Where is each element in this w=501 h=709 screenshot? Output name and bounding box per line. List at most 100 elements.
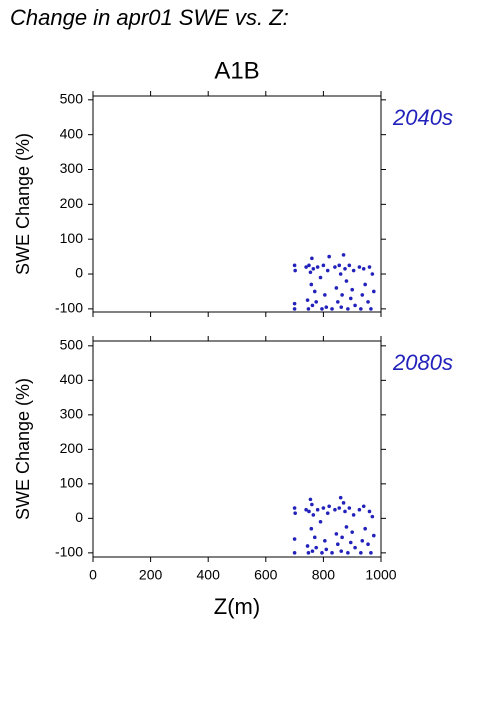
point [334, 286, 339, 290]
point [340, 293, 344, 297]
point [369, 307, 373, 311]
point [370, 272, 375, 276]
point [315, 265, 320, 269]
y-tick-label: 400 [60, 125, 84, 141]
point [369, 551, 373, 555]
point [343, 267, 347, 271]
y-tick-label: 500 [60, 337, 84, 353]
y-tick-label: 200 [60, 440, 84, 456]
point [366, 300, 370, 304]
point [310, 502, 314, 507]
point [353, 545, 357, 550]
point [315, 507, 320, 512]
point [330, 307, 334, 311]
panel-label: 2080s [392, 350, 453, 375]
point [361, 504, 366, 509]
point [304, 265, 308, 269]
point [305, 544, 310, 548]
point [363, 282, 367, 287]
x-tick-label: 200 [139, 567, 163, 583]
y-axis-label: SWE Change (%) [13, 133, 33, 275]
point [306, 307, 311, 311]
point [325, 511, 330, 515]
plot-frame [92, 95, 382, 313]
panel-label: 2040s [392, 105, 453, 130]
point [333, 507, 337, 512]
point [370, 514, 375, 519]
point [372, 289, 376, 294]
point [318, 520, 323, 524]
point [330, 551, 334, 555]
point [353, 303, 357, 308]
point [337, 263, 342, 268]
point [311, 513, 316, 517]
point [325, 268, 330, 273]
x-axis-label: Z(m) [214, 594, 260, 619]
point [309, 282, 314, 287]
x-tick-label: 600 [254, 567, 278, 583]
x-tick-label: 800 [312, 567, 336, 583]
point [318, 275, 323, 280]
point [323, 538, 327, 543]
point [341, 253, 346, 257]
plot-frame [92, 340, 382, 558]
point [346, 551, 350, 555]
point [346, 307, 350, 311]
point [367, 509, 372, 514]
point [336, 300, 340, 304]
point [340, 535, 344, 540]
point [357, 265, 362, 269]
point [333, 265, 337, 269]
point [308, 270, 313, 275]
point [306, 551, 311, 555]
point [292, 506, 297, 510]
point [361, 267, 366, 271]
point [314, 300, 319, 304]
point [338, 495, 343, 500]
point [293, 268, 297, 273]
point [292, 301, 297, 306]
point [339, 549, 344, 553]
x-tick-label: 0 [89, 567, 97, 583]
point [310, 256, 314, 261]
y-tick-label: 100 [60, 475, 84, 491]
point [372, 533, 376, 538]
point [341, 501, 346, 505]
point [324, 305, 329, 309]
point [308, 497, 313, 502]
y-tick-label: 0 [75, 509, 83, 525]
x-tick-label: 400 [197, 567, 221, 583]
point [292, 537, 297, 541]
point [304, 507, 308, 512]
point [367, 265, 372, 269]
y-tick-label: 300 [60, 406, 84, 422]
point [312, 289, 317, 294]
point [359, 551, 363, 555]
point [357, 507, 362, 512]
point [324, 547, 329, 552]
point [344, 525, 349, 529]
y-tick-label: -100 [55, 300, 83, 316]
point [309, 526, 314, 531]
point [339, 305, 344, 309]
point [321, 506, 326, 510]
point [347, 506, 352, 510]
chart-title: Change in apr01 SWE vs. Z: [10, 5, 289, 30]
point [343, 509, 347, 514]
y-tick-label: 200 [60, 195, 84, 211]
point [360, 538, 365, 543]
point [311, 267, 316, 271]
point [305, 298, 310, 302]
point [347, 263, 352, 268]
point [321, 263, 326, 268]
point [307, 509, 311, 514]
point [293, 511, 297, 515]
point [323, 293, 327, 297]
point [359, 307, 363, 311]
y-tick-label: 100 [60, 230, 84, 246]
point [348, 296, 353, 301]
point [337, 506, 342, 510]
point [350, 530, 355, 534]
point [314, 545, 319, 550]
